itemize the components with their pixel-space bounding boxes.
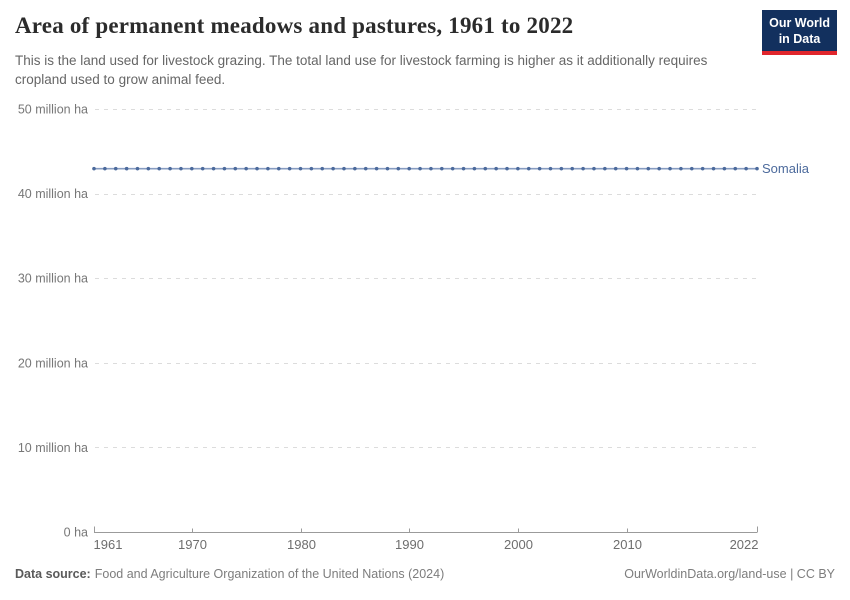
series-label[interactable]: Somalia bbox=[762, 161, 810, 176]
series-dot bbox=[755, 166, 759, 171]
chart-subtitle: This is the land used for livestock graz… bbox=[15, 53, 708, 87]
series-dot bbox=[548, 166, 553, 171]
series-dot bbox=[603, 166, 607, 171]
series-dot bbox=[526, 166, 531, 171]
series-dot bbox=[168, 166, 172, 171]
series-dot bbox=[255, 166, 259, 171]
series-dot bbox=[537, 166, 542, 171]
series-dot bbox=[363, 166, 368, 171]
chart-title: Area of permanent meadows and pastures, … bbox=[15, 13, 574, 38]
series-dot bbox=[320, 166, 325, 171]
owid-logo[interactable]: Our World in Data bbox=[762, 10, 837, 56]
series-dot bbox=[222, 166, 227, 171]
y-tick-label: 50 million ha bbox=[18, 103, 88, 117]
license-label: CC BY bbox=[796, 567, 835, 581]
series-dot bbox=[483, 166, 488, 171]
x-tick-label: 1961 bbox=[94, 537, 123, 552]
series-dot bbox=[559, 166, 564, 171]
series-dot bbox=[646, 166, 651, 171]
series-dot bbox=[722, 166, 727, 171]
series-dot bbox=[113, 166, 118, 171]
series-dot bbox=[287, 166, 292, 171]
series-dot bbox=[385, 166, 390, 171]
data-source: Data source: Food and Agriculture Organiz… bbox=[15, 567, 444, 581]
series-dot bbox=[592, 166, 596, 171]
y-tick-label: 20 million ha bbox=[18, 356, 88, 370]
series-dot bbox=[494, 166, 498, 171]
series-dot bbox=[374, 166, 379, 171]
series-dot bbox=[135, 166, 140, 171]
x-tick-label: 1990 bbox=[395, 537, 424, 552]
x-tick-label: 1980 bbox=[287, 537, 316, 552]
series-dot bbox=[624, 166, 629, 171]
x-tick-label: 1970 bbox=[178, 537, 207, 552]
series-dot bbox=[711, 166, 716, 171]
series-dot bbox=[179, 166, 183, 171]
x-tick-label: 2000 bbox=[504, 537, 533, 552]
series-dot bbox=[613, 166, 618, 171]
series-dot bbox=[461, 166, 466, 171]
series-dot bbox=[331, 166, 335, 171]
series-dot bbox=[298, 166, 303, 171]
series-dot bbox=[733, 166, 738, 171]
series-dot bbox=[92, 166, 96, 171]
series-dot bbox=[581, 166, 585, 171]
series-dot bbox=[744, 166, 748, 171]
series-dot bbox=[233, 166, 238, 171]
series-dot bbox=[146, 166, 151, 171]
series-dot bbox=[190, 166, 194, 171]
series-dot bbox=[505, 166, 509, 171]
series-dot bbox=[679, 166, 683, 171]
series-dot bbox=[266, 166, 270, 171]
y-tick-label: 0 ha bbox=[64, 526, 88, 540]
series-dot bbox=[668, 166, 672, 171]
series-dot bbox=[689, 166, 694, 171]
footer-separator: | bbox=[786, 567, 797, 581]
x-tick-label: 2010 bbox=[613, 537, 642, 552]
series-dot bbox=[211, 166, 216, 171]
series-dot bbox=[429, 166, 433, 171]
series-dot bbox=[200, 166, 205, 171]
series-dot bbox=[157, 166, 162, 171]
series-dot bbox=[450, 166, 455, 171]
series-dot bbox=[418, 166, 422, 171]
series-dot bbox=[244, 166, 248, 171]
chart-footer: Data source: Food and Agriculture Organiz… bbox=[15, 567, 835, 581]
x-tick-label: 2022 bbox=[730, 537, 759, 552]
owid-logo-line2: in Data bbox=[778, 31, 821, 46]
owid-url-link[interactable]: OurWorldinData.org/land-use bbox=[624, 567, 787, 581]
footer-credits: OurWorldinData.org/land-use | CC BY bbox=[624, 567, 835, 581]
series-dot bbox=[124, 166, 129, 171]
series-dot bbox=[396, 166, 401, 171]
series-dot bbox=[700, 166, 705, 171]
owid-logo-line1: Our World bbox=[769, 16, 830, 30]
series-dot bbox=[309, 166, 314, 171]
series-dot bbox=[353, 166, 357, 171]
series-dot bbox=[570, 166, 575, 171]
data-source-text: Food and Agriculture Organization of the… bbox=[94, 567, 445, 581]
y-tick-label: 30 million ha bbox=[18, 272, 88, 286]
y-tick-label: 40 million ha bbox=[18, 187, 88, 201]
series-dot bbox=[440, 166, 444, 171]
y-tick-label: 10 million ha bbox=[18, 441, 88, 455]
series-dot bbox=[635, 166, 640, 171]
series-dot bbox=[276, 166, 281, 171]
series-dot bbox=[103, 166, 107, 171]
series-dot bbox=[407, 166, 411, 171]
data-source-label: Data source: bbox=[15, 567, 91, 581]
series-dot bbox=[342, 166, 346, 171]
series-dot bbox=[472, 166, 477, 171]
series-dot bbox=[516, 166, 520, 171]
series-dot bbox=[657, 166, 661, 171]
